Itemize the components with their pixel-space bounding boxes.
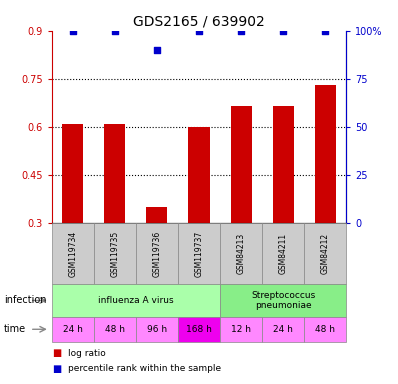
- Point: [322, 28, 328, 34]
- Point: [280, 28, 286, 34]
- Text: GSM119734: GSM119734: [68, 230, 77, 276]
- Bar: [104, 124, 125, 223]
- Point: [238, 28, 244, 34]
- Bar: [315, 85, 336, 223]
- Text: GSM84213: GSM84213: [236, 233, 246, 274]
- Bar: [62, 124, 83, 223]
- Point: [112, 28, 118, 34]
- Text: log ratio: log ratio: [68, 349, 105, 358]
- Text: GSM119736: GSM119736: [152, 230, 162, 276]
- Point: [196, 28, 202, 34]
- Text: time: time: [4, 324, 26, 334]
- Text: GSM119735: GSM119735: [110, 230, 119, 276]
- Text: 24 h: 24 h: [63, 325, 83, 334]
- Text: Streptococcus
pneumoniae: Streptococcus pneumoniae: [251, 291, 315, 310]
- Text: GSM84211: GSM84211: [279, 233, 288, 274]
- Text: influenza A virus: influenza A virus: [98, 296, 174, 305]
- Text: ■: ■: [52, 348, 61, 358]
- Text: 24 h: 24 h: [273, 325, 293, 334]
- Text: 96 h: 96 h: [147, 325, 167, 334]
- Text: ■: ■: [52, 364, 61, 374]
- Bar: [189, 127, 209, 223]
- Text: 48 h: 48 h: [315, 325, 335, 334]
- Text: percentile rank within the sample: percentile rank within the sample: [68, 364, 221, 373]
- Bar: [273, 106, 294, 223]
- Text: GSM84212: GSM84212: [321, 233, 330, 274]
- Point: [70, 28, 76, 34]
- Text: 12 h: 12 h: [231, 325, 251, 334]
- Text: 48 h: 48 h: [105, 325, 125, 334]
- Point: [154, 47, 160, 53]
- Title: GDS2165 / 639902: GDS2165 / 639902: [133, 14, 265, 28]
- Text: infection: infection: [4, 295, 47, 306]
- Text: 168 h: 168 h: [186, 325, 212, 334]
- Bar: [230, 106, 252, 223]
- Bar: [146, 207, 168, 223]
- Text: GSM119737: GSM119737: [195, 230, 203, 276]
